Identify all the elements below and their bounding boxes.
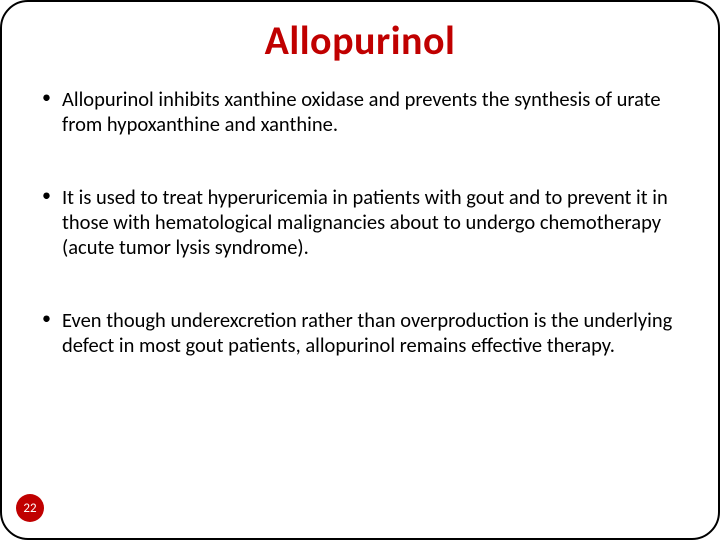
page-number: 22 xyxy=(23,501,36,516)
list-item: Allopurinol inhibits xanthine oxidase an… xyxy=(40,87,680,137)
list-item: Even though underexcretion rather than o… xyxy=(40,308,680,358)
page-number-badge: 22 xyxy=(16,494,44,522)
list-item: It is used to treat hyperuricemia in pat… xyxy=(40,185,680,260)
slide: Allopurinol Allopurinol inhibits xanthin… xyxy=(0,0,720,540)
bullet-list: Allopurinol inhibits xanthine oxidase an… xyxy=(40,87,680,358)
slide-title: Allopurinol xyxy=(40,16,680,65)
